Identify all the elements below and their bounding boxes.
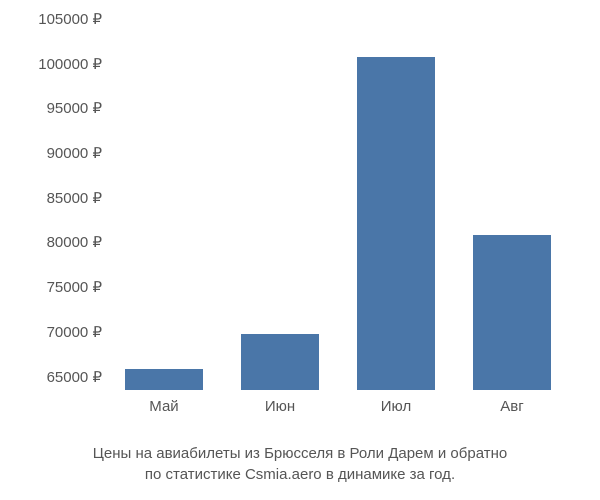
x-tick-label: Авг <box>500 398 523 415</box>
bar <box>357 57 435 391</box>
y-tick-label: 65000 ₽ <box>47 368 102 386</box>
x-axis: Май Июн Июл Авг <box>115 395 585 425</box>
caption-line-1: Цены на авиабилеты из Брюсселя в Роли Да… <box>0 443 600 464</box>
bar <box>473 235 551 390</box>
y-tick-label: 100000 ₽ <box>38 55 102 73</box>
chart-caption: Цены на авиабилеты из Брюсселя в Роли Да… <box>0 443 600 485</box>
caption-line-2: по статистике Csmia.aero в динамике за г… <box>0 464 600 485</box>
y-tick-label: 105000 ₽ <box>38 10 102 28</box>
y-tick-label: 95000 ₽ <box>47 99 102 117</box>
bar <box>125 369 203 390</box>
y-tick-label: 85000 ₽ <box>47 189 102 207</box>
y-axis: 65000 ₽ 70000 ₽ 75000 ₽ 80000 ₽ 85000 ₽ 90000… <box>0 10 110 390</box>
plot-area <box>115 10 585 390</box>
x-tick-label: Май <box>149 398 178 415</box>
y-tick-label: 80000 ₽ <box>47 233 102 251</box>
y-tick-label: 75000 ₽ <box>47 278 102 296</box>
x-tick-label: Июн <box>265 398 295 415</box>
bar <box>241 334 319 390</box>
y-tick-label: 70000 ₽ <box>47 323 102 341</box>
x-tick-label: Июл <box>381 398 411 415</box>
y-tick-label: 90000 ₽ <box>47 144 102 162</box>
chart-container: 65000 ₽ 70000 ₽ 75000 ₽ 80000 ₽ 85000 ₽ 90000… <box>0 10 600 430</box>
